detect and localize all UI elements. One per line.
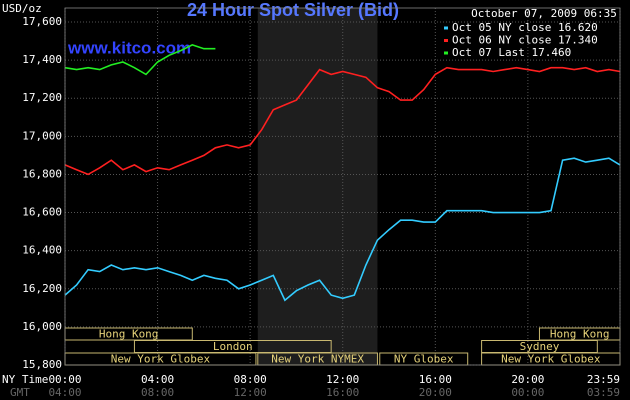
x-tick-label: 04:00 [141, 373, 174, 386]
session-label: Hong Kong [99, 328, 159, 341]
y-tick-label: 16,600 [22, 206, 62, 219]
legend-label: Oct 06 NY close 17.340 [452, 34, 598, 47]
x2-tick-label: 12:00 [234, 386, 267, 399]
session-label: London [213, 340, 253, 353]
x2-tick-label: 00:00 [511, 386, 544, 399]
session-label: New York NYMEX [271, 353, 364, 366]
y-axis-label: USD/oz [2, 2, 42, 15]
x-tick-label: 20:00 [511, 373, 544, 386]
session-label: Hong Kong [550, 328, 610, 341]
x2-tick-label: 03:59 [587, 386, 620, 399]
plot-frame [64, 7, 621, 366]
x-tick-label: 08:00 [234, 373, 267, 386]
x-tick-label: 23:59 [587, 373, 620, 386]
series-line [64, 157, 621, 302]
chart-title: 24 Hour Spot Silver (Bid) [187, 0, 399, 20]
y-tick-label: 17,600 [22, 15, 62, 28]
session-label: New York Globex [501, 353, 601, 366]
session-label: Sydney [520, 340, 560, 353]
y-tick-label: 16,200 [22, 282, 62, 295]
session-shade [257, 8, 378, 365]
x2-tick-label: 08:00 [141, 386, 174, 399]
y-tick-label: 17,000 [22, 129, 62, 142]
y-tick-label: 16,000 [22, 320, 62, 333]
x2-axis-label: GMT [10, 386, 30, 399]
x-tick-label: 16:00 [419, 373, 452, 386]
x2-tick-label: 20:00 [419, 386, 452, 399]
x2-tick-label: 04:00 [48, 386, 81, 399]
y-tick-label: 16,400 [22, 244, 62, 257]
session-label: NY Globex [394, 353, 454, 366]
y-tick-label: 15,800 [22, 358, 62, 371]
y-tick-label: 17,400 [22, 53, 62, 66]
date: October 07, 2009 06:35 [471, 7, 617, 20]
x-tick-label: 00:00 [48, 373, 81, 386]
y-tick-label: 16,800 [22, 167, 62, 180]
legend-swatch [444, 26, 448, 30]
series-line [64, 44, 216, 76]
legend-swatch [444, 39, 448, 42]
x-tick-label: 12:00 [326, 373, 359, 386]
session-label: New York Globex [111, 353, 211, 366]
y-tick-label: 17,200 [22, 91, 62, 104]
background-layer [64, 8, 621, 366]
series-line [64, 66, 621, 176]
legend-label: Oct 05 NY close 16.620 [452, 21, 598, 34]
legend-swatch [444, 51, 448, 55]
x-axis-label: NY Time [2, 373, 48, 386]
legend-label: Oct 07 Last 17.460 [452, 46, 571, 59]
site: www.kitco.com [67, 38, 191, 57]
x2-tick-label: 16:00 [326, 386, 359, 399]
